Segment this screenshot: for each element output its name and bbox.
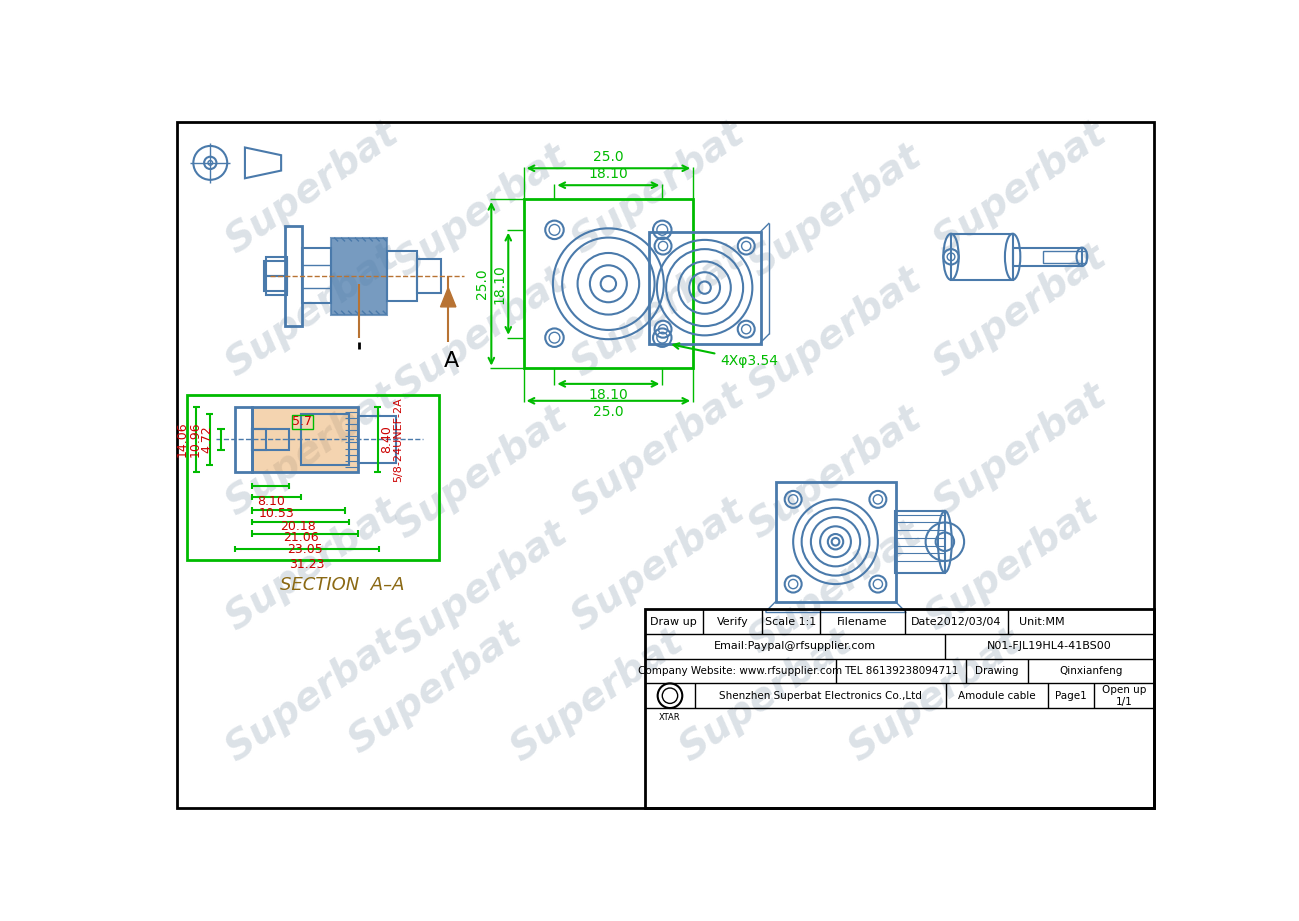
- Text: Email:Paypal@rfsupplier.com: Email:Paypal@rfsupplier.com: [713, 641, 876, 651]
- Text: 18.10: 18.10: [588, 388, 629, 402]
- Text: 21.06: 21.06: [283, 531, 318, 544]
- Text: XTAR: XTAR: [659, 713, 681, 722]
- Text: Superbat: Superbat: [388, 515, 575, 661]
- Text: Amodule cable: Amodule cable: [959, 691, 1037, 701]
- Bar: [235, 407, 252, 472]
- Text: 14.06: 14.06: [175, 422, 188, 457]
- Text: Draw up: Draw up: [651, 617, 698, 627]
- Text: Superbat: Superbat: [218, 492, 405, 638]
- Text: Superbat: Superbat: [742, 261, 929, 407]
- Text: N01-FJL19HL4-41BS00: N01-FJL19HL4-41BS00: [987, 641, 1112, 651]
- Text: 10.53: 10.53: [259, 507, 294, 519]
- Text: Superbat: Superbat: [388, 137, 575, 284]
- Bar: [417, 259, 440, 293]
- Text: Open up
1/1: Open up 1/1: [1102, 685, 1147, 706]
- Text: 10.96: 10.96: [188, 422, 201, 457]
- Text: Superbat: Superbat: [388, 399, 575, 546]
- Text: Unit:MM: Unit:MM: [1020, 617, 1065, 627]
- Bar: [291, 414, 313, 428]
- Text: Qinxianfeng: Qinxianfeng: [1060, 666, 1122, 676]
- Text: 5/8-24UNEF-2A: 5/8-24UNEF-2A: [394, 397, 403, 482]
- Bar: [252, 407, 359, 472]
- Text: 25.0: 25.0: [475, 268, 488, 299]
- Text: 25.0: 25.0: [594, 150, 624, 165]
- Bar: [387, 251, 417, 301]
- Text: Superbat: Superbat: [926, 376, 1113, 523]
- Text: Superbat: Superbat: [742, 515, 929, 661]
- Text: A: A: [444, 351, 459, 371]
- Text: Superbat: Superbat: [503, 623, 690, 769]
- Text: Superbat: Superbat: [842, 623, 1029, 769]
- Bar: [301, 248, 331, 303]
- Bar: [252, 407, 359, 472]
- Text: Drawing: Drawing: [976, 666, 1018, 676]
- Text: 8.10: 8.10: [257, 495, 284, 508]
- Text: Superbat: Superbat: [342, 614, 529, 762]
- Polygon shape: [440, 287, 456, 307]
- Bar: [300, 414, 349, 465]
- Bar: [252, 428, 290, 450]
- Bar: [359, 416, 396, 462]
- Bar: [895, 511, 944, 573]
- Text: Superbat: Superbat: [218, 114, 405, 261]
- Text: 5.7: 5.7: [292, 415, 312, 428]
- Bar: [331, 238, 387, 315]
- Bar: [1043, 251, 1086, 263]
- Text: Superbat: Superbat: [388, 261, 575, 407]
- Text: 18.10: 18.10: [588, 168, 629, 181]
- Text: Superbat: Superbat: [565, 238, 752, 384]
- Text: 31.23: 31.23: [290, 558, 325, 571]
- Text: Superbat: Superbat: [920, 492, 1107, 638]
- Bar: [187, 395, 439, 561]
- Bar: [252, 428, 266, 450]
- Bar: [777, 483, 895, 601]
- Text: Verify: Verify: [717, 617, 748, 627]
- Text: Superbat: Superbat: [218, 238, 405, 384]
- Bar: [1013, 248, 1082, 266]
- Bar: [264, 261, 287, 291]
- Text: Company Website: www.rfsupplier.com: Company Website: www.rfsupplier.com: [638, 666, 842, 676]
- Text: Superbat: Superbat: [673, 623, 860, 769]
- Text: SECTION  A–A: SECTION A–A: [281, 576, 405, 594]
- Text: Superbat: Superbat: [742, 399, 929, 546]
- Text: 23.05: 23.05: [287, 542, 323, 555]
- Text: 8.40: 8.40: [379, 426, 392, 453]
- Text: Superbat: Superbat: [218, 623, 405, 769]
- Bar: [951, 234, 1013, 280]
- Text: 20.18: 20.18: [281, 519, 317, 532]
- Text: Page1: Page1: [1055, 691, 1087, 701]
- Text: TEL 86139238094711: TEL 86139238094711: [844, 666, 959, 676]
- Bar: [266, 276, 287, 296]
- Bar: [266, 257, 287, 276]
- Text: Superbat: Superbat: [926, 238, 1113, 384]
- Bar: [650, 232, 761, 344]
- Text: Superbat: Superbat: [565, 492, 752, 638]
- Text: Scale 1:1: Scale 1:1: [765, 617, 817, 627]
- Text: Superbat: Superbat: [565, 114, 752, 261]
- Text: Shenzhen Superbat Electronics Co.,Ltd: Shenzhen Superbat Electronics Co.,Ltd: [720, 691, 922, 701]
- Bar: [523, 199, 694, 368]
- Text: Superbat: Superbat: [218, 376, 405, 523]
- Text: Date2012/03/04: Date2012/03/04: [911, 617, 1002, 627]
- Text: Superbat: Superbat: [565, 376, 752, 523]
- Bar: [284, 226, 301, 326]
- Text: Superbat: Superbat: [926, 114, 1113, 261]
- Text: 18.10: 18.10: [492, 264, 507, 304]
- Text: 4Xφ3.54: 4Xφ3.54: [673, 344, 778, 367]
- Text: 4.72: 4.72: [200, 426, 213, 453]
- Text: Filename: Filename: [838, 617, 887, 627]
- Text: 25.0: 25.0: [594, 404, 624, 419]
- Text: Superbat: Superbat: [742, 137, 929, 284]
- Bar: [644, 610, 1155, 808]
